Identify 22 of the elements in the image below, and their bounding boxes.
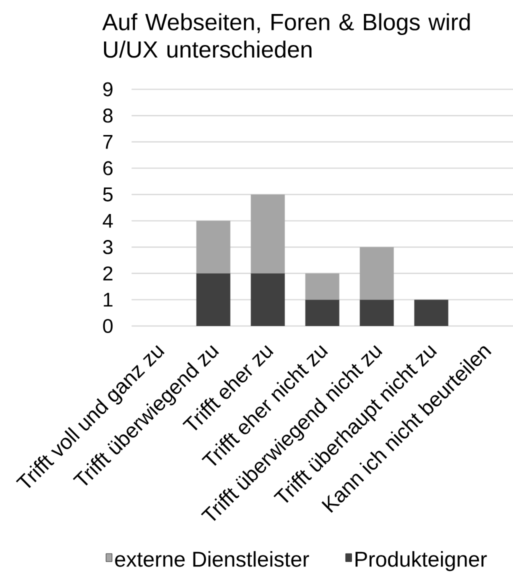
y-tick-label: 2 xyxy=(103,266,112,280)
bar xyxy=(305,300,340,326)
bar xyxy=(196,220,230,274)
y-tick-label: 8 xyxy=(103,108,113,123)
y-tick-label: 4 xyxy=(102,214,113,228)
legend-label: externe Dienstleister xyxy=(115,551,310,567)
y-tick-label: 0 xyxy=(103,318,113,334)
y-tick-label: 3 xyxy=(103,240,113,254)
y-tick-label: 1 xyxy=(104,292,112,307)
bar xyxy=(360,300,394,326)
y-tick-label: 5 xyxy=(103,188,113,202)
bar xyxy=(360,247,394,300)
y-tick-label: 6 xyxy=(103,161,113,176)
bar xyxy=(196,273,230,326)
chart-title: Auf Webseiten, Foren & Blogs wird U/UX unterschieden xyxy=(102,13,470,58)
bar xyxy=(305,273,340,300)
y-tick-label: 7 xyxy=(103,135,112,149)
legend-label: Produkteigner xyxy=(356,551,487,572)
bar xyxy=(250,273,285,326)
bar xyxy=(250,194,285,274)
bar xyxy=(414,300,448,326)
y-tick-label: 9 xyxy=(103,82,112,96)
